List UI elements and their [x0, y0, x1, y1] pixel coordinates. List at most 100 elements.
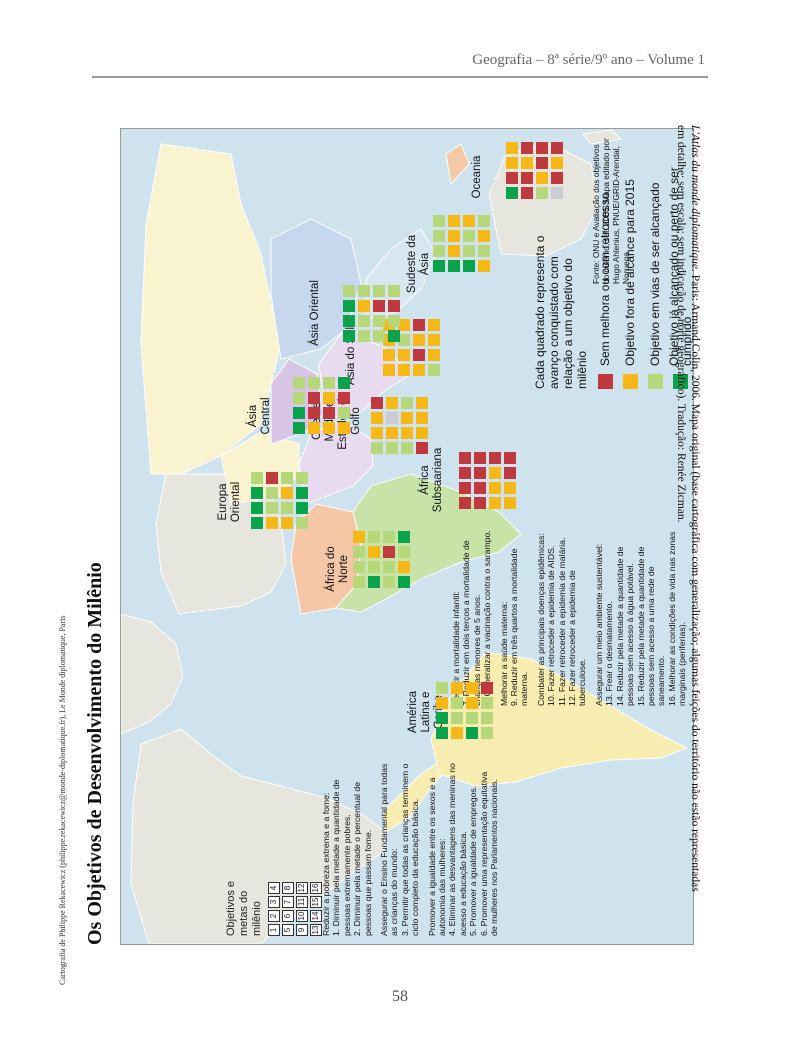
- goals-column-1: Reduzir a pobreza extrema e a fome: 1. Di…: [321, 761, 500, 936]
- middle-east-shape: [298, 418, 374, 505]
- objective-status-square: [323, 407, 335, 419]
- legend-swatch: [623, 374, 638, 389]
- objective-status-square: [459, 482, 471, 494]
- objectives-label: Objetivos e metas do milênio: [225, 880, 263, 936]
- objective-status-square: [463, 260, 475, 272]
- objective-status-square: [481, 697, 493, 709]
- region-grid-subsaharan-africa: [459, 452, 516, 509]
- objective-number-cell: 10: [296, 910, 308, 922]
- east-asia-shape: [270, 218, 362, 360]
- objective-status-square: [296, 517, 308, 529]
- objective-status-square: [281, 472, 293, 484]
- objective-status-square: [448, 230, 460, 242]
- goal-text: 2. Diminuir pela metade o percentual de …: [352, 781, 373, 936]
- page-number: 58: [392, 988, 408, 1005]
- objective-status-square: [373, 300, 385, 312]
- greenland-shape: [121, 613, 184, 735]
- objective-status-square: [398, 546, 410, 558]
- objective-status-square: [451, 682, 463, 694]
- objective-status-square: [308, 377, 320, 389]
- map-source-note: Fonte: ONU e Avaliação dos objetivos do …: [591, 138, 631, 284]
- objective-status-square: [308, 422, 320, 434]
- objective-status-square: [386, 397, 398, 409]
- objective-number-cell: 3: [268, 896, 280, 908]
- header-rule: [92, 76, 708, 78]
- objective-number-cell: 1: [268, 924, 280, 936]
- russia-shape: [140, 143, 282, 475]
- goal-text: Assegurar o Ensino Fundamental para toda…: [379, 763, 400, 936]
- objective-status-square: [413, 349, 425, 361]
- objective-status-square: [373, 285, 385, 297]
- objective-status-square: [383, 349, 395, 361]
- objective-status-square: [338, 422, 350, 434]
- objective-status-square: [353, 561, 365, 573]
- objective-status-square: [281, 502, 293, 514]
- objective-number-cell: 5: [282, 924, 294, 936]
- goal-text: 15. Reduzir pela metade a quantidade de …: [635, 546, 667, 706]
- goal-text: 7. Reduzir em dois terços a mortalidade …: [461, 540, 482, 706]
- objective-status-square: [448, 245, 460, 257]
- objective-number-cell: 9: [296, 924, 308, 936]
- objective-status-square: [416, 427, 428, 439]
- objective-status-square: [373, 315, 385, 327]
- objective-status-square: [504, 482, 516, 494]
- goal-text: 14. Reduzir pela metade a quantidade de …: [614, 546, 636, 706]
- objective-status-square: [413, 319, 425, 331]
- objective-status-square: [371, 397, 383, 409]
- objective-status-square: [481, 712, 493, 724]
- objective-status-square: [343, 315, 355, 327]
- region-label-central-asia: Ásia Central: [247, 397, 272, 435]
- region-grid-latin-america: [436, 682, 493, 739]
- region-label-southeast-asia: Sudeste da Ásia: [406, 234, 431, 294]
- objective-status-square: [466, 697, 478, 709]
- objective-status-square: [478, 230, 490, 242]
- objective-status-square: [293, 377, 305, 389]
- objective-status-square: [413, 334, 425, 346]
- objective-status-square: [343, 330, 355, 342]
- legend-swatch: [598, 374, 613, 389]
- objective-status-square: [448, 215, 460, 227]
- objective-status-square: [416, 442, 428, 454]
- objective-status-square: [296, 487, 308, 499]
- objective-status-square: [413, 364, 425, 376]
- objective-status-square: [433, 215, 445, 227]
- objective-status-square: [433, 260, 445, 272]
- objective-status-square: [368, 546, 380, 558]
- objective-status-square: [433, 230, 445, 242]
- objective-status-square: [448, 260, 460, 272]
- objective-status-square: [388, 300, 400, 312]
- objective-status-square: [401, 412, 413, 424]
- oceania-islands-shape: [445, 143, 470, 186]
- objective-status-square: [521, 172, 533, 184]
- objective-status-square: [338, 392, 350, 404]
- objective-status-square: [343, 285, 355, 297]
- objective-status-square: [474, 467, 486, 479]
- objective-status-square: [281, 517, 293, 529]
- objective-status-square: [251, 487, 263, 499]
- objective-status-square: [436, 712, 448, 724]
- objective-status-square: [436, 727, 448, 739]
- map-panel: Os Objetivos de Desenvolvimento do Milên…: [80, 128, 695, 945]
- objective-status-square: [466, 727, 478, 739]
- objective-status-square: [451, 727, 463, 739]
- objectives-key: Objetivos e metas do milênio 1 2 3 4 5 6 7 8 9 10…: [225, 876, 322, 936]
- legend-row: Objetivo em vias de ser alcançado: [643, 139, 668, 389]
- running-header: Geografia – 8ª série/9º ano – Volume 1: [472, 52, 705, 68]
- objective-number-cell: 7: [282, 896, 294, 908]
- goal-text: 3. Permitir que todas as crianças termin…: [399, 763, 421, 936]
- region-grid-central-asia: [293, 377, 350, 434]
- objective-status-square: [451, 697, 463, 709]
- objective-status-square: [459, 467, 471, 479]
- objective-status-square: [433, 245, 445, 257]
- objective-status-square: [481, 727, 493, 739]
- region-grid-southeast-asia: [433, 215, 490, 272]
- goal-text: Combater as principais doenças epidêmica…: [535, 533, 546, 706]
- objective-status-square: [388, 315, 400, 327]
- objective-status-square: [266, 517, 278, 529]
- objective-status-square: [398, 349, 410, 361]
- objective-status-square: [323, 377, 335, 389]
- objective-status-square: [436, 682, 448, 694]
- objective-status-square: [266, 487, 278, 499]
- region-label-subsaharan-africa: África Subsaariana: [419, 447, 444, 513]
- objective-status-square: [451, 712, 463, 724]
